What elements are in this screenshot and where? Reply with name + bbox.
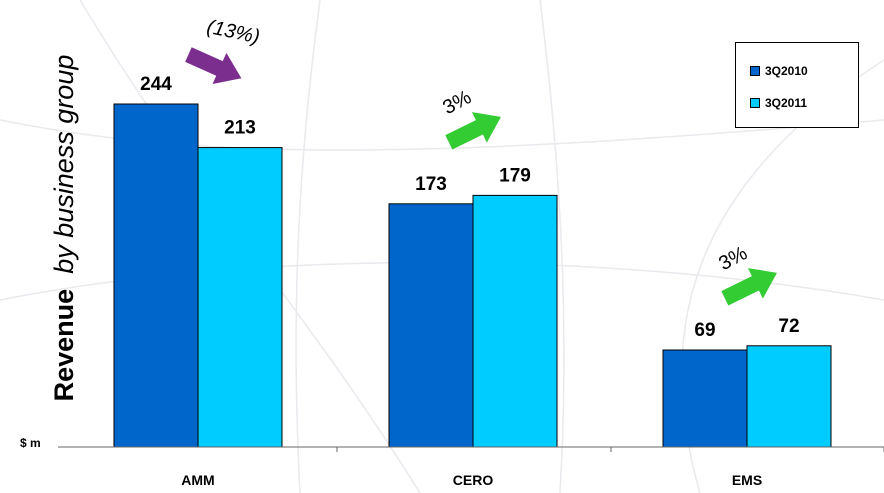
bar-amm-3q2010 (113, 103, 199, 448)
y-axis-title: Revenue by business group (48, 28, 80, 428)
x-tick-label-cero: CERO (453, 472, 494, 488)
arrow-up-icon (445, 112, 501, 150)
legend-label-3q2010: 3Q2010 (765, 64, 808, 78)
x-tick-label-amm: AMM (181, 472, 214, 488)
legend-item-3q2010: 3Q2010 (750, 63, 808, 79)
change-label-amm: (13%) (205, 16, 262, 49)
bars-group: 244 213 173 179 69 72 (113, 74, 832, 448)
legend-label-3q2011: 3Q2011 (765, 96, 808, 110)
data-label-ems-3q2010: 69 (694, 320, 715, 341)
arrow-up-icon (721, 268, 777, 306)
legend: 3Q2010 3Q2011 (735, 42, 859, 128)
unit-label: $ m (20, 436, 41, 450)
data-label-cero-3q2010: 173 (415, 174, 447, 195)
x-ticks-group: AMM CERO EMS (181, 447, 884, 488)
legend-swatch-3q2010 (750, 65, 760, 76)
data-label-amm-3q2010: 244 (140, 74, 172, 95)
legend-swatch-3q2011 (750, 97, 760, 108)
data-label-amm-3q2011: 213 (224, 118, 256, 139)
x-tick-label-ems: EMS (732, 472, 762, 488)
change-label-cero: 3% (439, 86, 475, 119)
bar-ems-3q2010 (662, 349, 748, 448)
change-label-ems: 3% (715, 242, 751, 275)
bar-amm-3q2011 (197, 147, 283, 448)
y-axis-title-italic: by business group (49, 54, 79, 274)
y-axis-title-bold: Revenue (49, 288, 79, 402)
arrow-down-icon (185, 47, 242, 84)
data-label-ems-3q2011: 72 (778, 316, 799, 337)
bar-ems-3q2011 (746, 345, 832, 448)
legend-item-3q2011: 3Q2011 (750, 95, 807, 111)
bar-cero-3q2010 (388, 203, 474, 448)
data-label-cero-3q2011: 179 (499, 165, 531, 186)
bar-cero-3q2011 (472, 194, 558, 448)
